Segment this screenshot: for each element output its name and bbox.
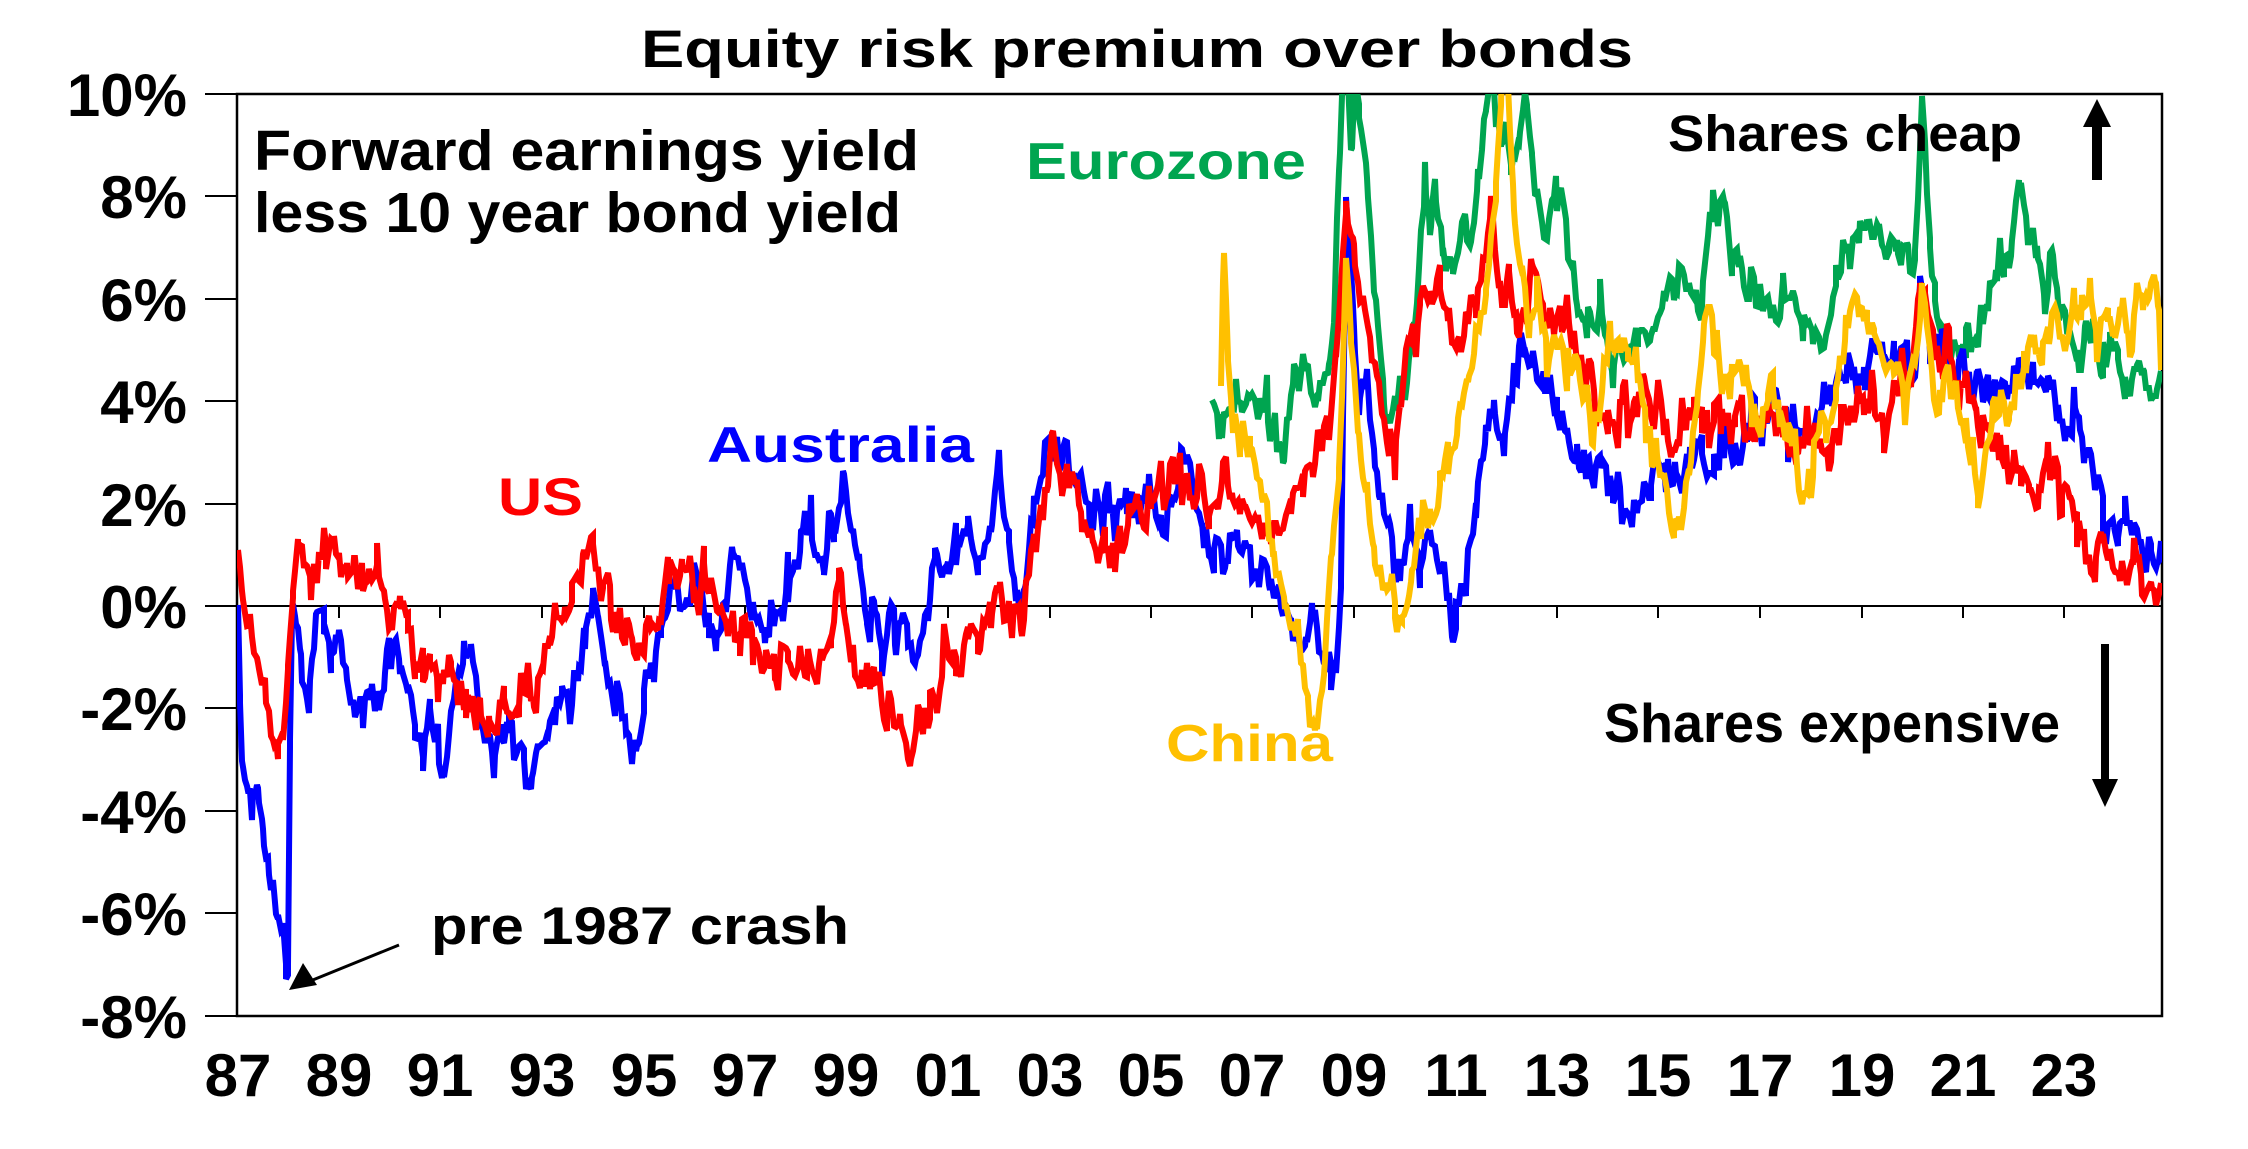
svg-text:99: 99 (813, 1042, 880, 1109)
svg-text:-2%: -2% (80, 676, 187, 743)
svg-text:10%: 10% (67, 62, 187, 129)
svg-text:Shares cheap: Shares cheap (1668, 105, 2022, 162)
svg-text:91: 91 (407, 1042, 474, 1109)
svg-text:19: 19 (1829, 1042, 1896, 1109)
svg-text:23: 23 (2031, 1042, 2098, 1109)
svg-text:07: 07 (1219, 1042, 1286, 1109)
svg-text:21: 21 (1930, 1042, 1997, 1109)
svg-text:03: 03 (1017, 1042, 1084, 1109)
svg-text:93: 93 (509, 1042, 576, 1109)
svg-text:Forward earnings yield: Forward earnings yield (254, 119, 919, 183)
svg-text:11: 11 (1424, 1042, 1487, 1109)
svg-text:8%: 8% (100, 164, 187, 231)
svg-text:-4%: -4% (80, 779, 187, 846)
svg-text:China: China (1166, 715, 1334, 773)
svg-text:US: US (498, 468, 583, 527)
svg-text:97: 97 (712, 1042, 779, 1109)
svg-text:Shares expensive: Shares expensive (1604, 692, 2060, 754)
svg-text:2%: 2% (100, 472, 187, 539)
svg-text:Equity risk premium over bonds: Equity risk premium over bonds (641, 20, 1633, 79)
svg-text:13: 13 (1524, 1042, 1591, 1109)
svg-text:87: 87 (205, 1042, 272, 1109)
svg-text:01: 01 (915, 1042, 982, 1109)
svg-text:less 10 year bond yield: less 10 year bond yield (254, 181, 901, 245)
svg-text:09: 09 (1321, 1042, 1388, 1109)
svg-text:15: 15 (1625, 1042, 1692, 1109)
svg-text:-6%: -6% (80, 881, 187, 948)
svg-text:95: 95 (611, 1042, 678, 1109)
svg-text:89: 89 (306, 1042, 373, 1109)
svg-text:0%: 0% (100, 574, 187, 641)
svg-text:Eurozone: Eurozone (1026, 133, 1306, 191)
svg-text:6%: 6% (100, 267, 187, 334)
svg-text:pre 1987 crash: pre 1987 crash (431, 897, 849, 956)
svg-text:4%: 4% (100, 369, 187, 436)
svg-text:Australia: Australia (707, 417, 975, 473)
svg-text:17: 17 (1727, 1042, 1794, 1109)
svg-text:-8%: -8% (80, 984, 187, 1051)
svg-text:05: 05 (1118, 1042, 1185, 1109)
